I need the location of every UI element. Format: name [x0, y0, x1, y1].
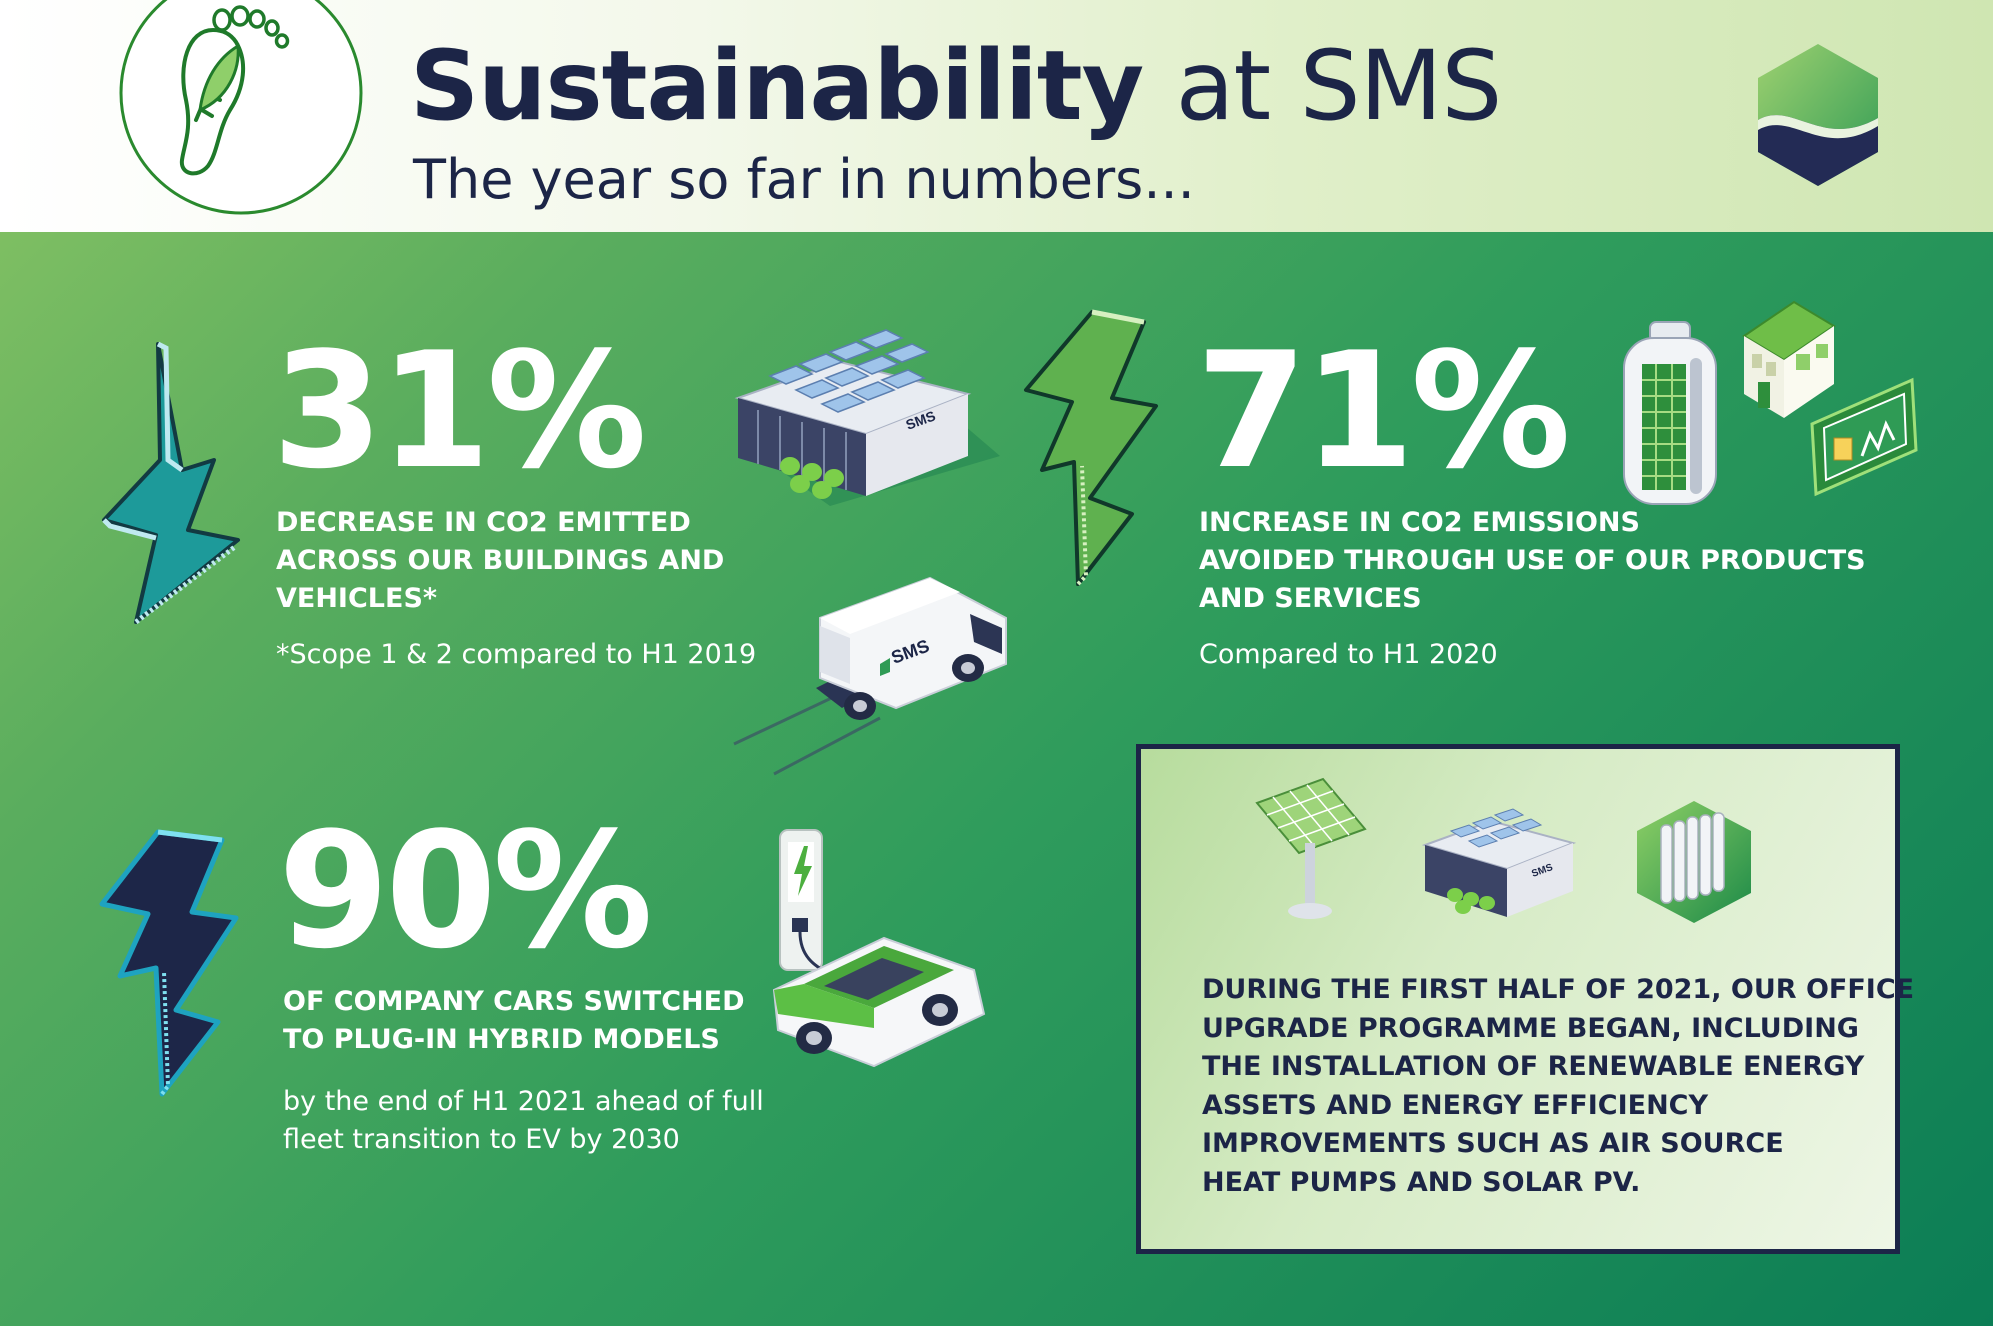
title-bold: Sustainability: [410, 30, 1144, 142]
bottom-border: [0, 1326, 1993, 1329]
headline-line: AVOIDED THROUGH USE OF OUR PRODUCTS: [1199, 545, 1866, 576]
info-line: THE INSTALLATION OF RENEWABLE ENERGY: [1202, 1051, 1865, 1082]
stat-value-71: 71%: [1196, 317, 1571, 504]
sms-logo-icon: [1752, 40, 1884, 190]
info-line: IMPROVEMENTS SUCH AS AIR SOURCE: [1202, 1128, 1784, 1159]
small-office-building-illustration: SMS: [1421, 795, 1581, 925]
info-line: UPGRADE PROGRAMME BEGAN, INCLUDING: [1202, 1012, 1859, 1044]
note-line: by the end of H1 2021 ahead of full: [283, 1086, 764, 1117]
headline-line: OF COMPANY CARS SWITCHED: [283, 986, 745, 1017]
radiator-icon: [1631, 799, 1757, 925]
headline-line: INCREASE IN CO2 EMISSIONS: [1199, 507, 1640, 538]
headline-line: ACROSS OUR BUILDINGS AND: [276, 545, 725, 576]
stat-headline-90: OF COMPANY CARS SWITCHED TO PLUG-IN HYBR…: [283, 983, 745, 1059]
lightning-arrow-down-icon: [96, 340, 246, 624]
page-title: Sustainability at SMS: [410, 26, 1503, 146]
lightning-arrow-up-icon: [1016, 306, 1166, 590]
headline-line: DECREASE IN CO2 EMITTED: [276, 507, 691, 538]
stat-value-31: 31%: [272, 317, 647, 504]
stat-note-90: by the end of H1 2021 ahead of full flee…: [283, 1083, 764, 1159]
headline-line: VEHICLES*: [276, 583, 438, 614]
headline-line: AND SERVICES: [1199, 583, 1422, 614]
stat-value-90: 90%: [278, 797, 653, 984]
stat-headline-31: DECREASE IN CO2 EMITTED ACROSS OUR BUILD…: [276, 504, 724, 618]
info-line: DURING THE FIRST HALF OF 2021, OUR OFFIC…: [1202, 974, 1915, 1005]
title-rest: at SMS: [1175, 30, 1503, 142]
stat-note-31: *Scope 1 & 2 compared to H1 2019: [276, 639, 757, 670]
solar-office-building-illustration: SMS: [700, 306, 1010, 506]
house-icon: [1736, 296, 1840, 422]
ev-charger-icon: [774, 826, 834, 976]
energy-display-icon: [1808, 376, 1920, 500]
footprint-leaf-icon: [118, 0, 364, 216]
info-line: ASSETS AND ENERGY EFFICIENCY: [1202, 1089, 1709, 1121]
office-upgrade-info-box: SMS DURING THE FIRST HALF OF 20: [1136, 744, 1914, 1254]
info-line: HEAT PUMPS AND SOLAR PV.: [1202, 1166, 1641, 1198]
solar-panel-icon: [1253, 773, 1371, 923]
note-line: fleet transition to EV by 2030: [283, 1124, 680, 1155]
electric-van-illustration: SMS: [730, 568, 1030, 778]
info-box-text: DURING THE FIRST HALF OF 2021, OUR OFFIC…: [1202, 971, 1914, 1202]
plug-in-hybrid-car-illustration: [764, 910, 994, 1070]
battery-icon: [1620, 318, 1720, 508]
header-banner: Sustainability at SMS The year so far in…: [0, 0, 1993, 232]
stat-headline-71: INCREASE IN CO2 EMISSIONS AVOIDED THROUG…: [1199, 504, 1866, 618]
page-subtitle: The year so far in numbers...: [413, 148, 1195, 211]
lightning-arrow-up-icon: [96, 826, 246, 1100]
headline-line: TO PLUG-IN HYBRID MODELS: [283, 1024, 720, 1055]
stat-note-71: Compared to H1 2020: [1199, 639, 1498, 670]
